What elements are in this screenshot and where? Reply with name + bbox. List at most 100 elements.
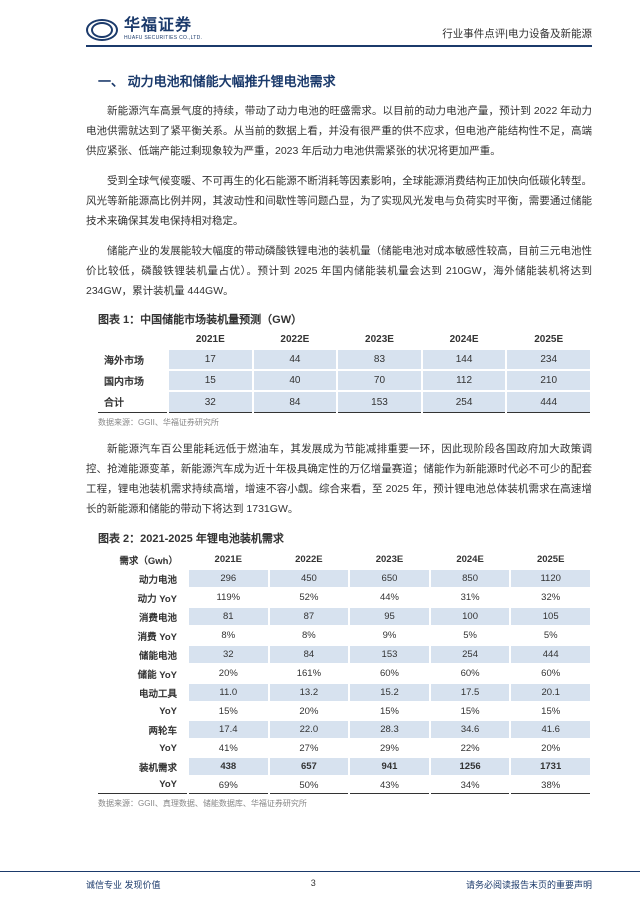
table1-cell: 17 bbox=[168, 349, 253, 370]
table2-col-header: 2025E bbox=[510, 550, 591, 569]
table2-col-header: 2021E bbox=[188, 550, 269, 569]
table2-row-label: 电动工具 bbox=[98, 683, 188, 702]
table1-row-label: 合计 bbox=[98, 391, 168, 413]
table2-cell: 22% bbox=[430, 739, 511, 757]
table2-cell: 8% bbox=[188, 626, 269, 645]
table2-row-label: YoY bbox=[98, 776, 188, 794]
table2-row-label: 装机需求 bbox=[98, 757, 188, 776]
table2-cell: 161% bbox=[269, 664, 350, 683]
table2-col-header: 2024E bbox=[430, 550, 511, 569]
table2-cell: 15% bbox=[188, 702, 269, 720]
table2-row-label: 消费 YoY bbox=[98, 626, 188, 645]
table1-cell: 254 bbox=[422, 391, 507, 413]
table2-cell: 657 bbox=[269, 757, 350, 776]
header-category: 行业事件点评|电力设备及新能源 bbox=[442, 26, 592, 41]
table2-row-label: 消费电池 bbox=[98, 607, 188, 626]
figure2-source: 数据来源：GGII、真理数据、储能数据库、华福证券研究所 bbox=[98, 798, 592, 809]
table2-cell: 81 bbox=[188, 607, 269, 626]
table2-cell: 850 bbox=[430, 569, 511, 588]
table1-col-header: 2024E bbox=[422, 331, 507, 349]
table2-cell: 50% bbox=[269, 776, 350, 794]
table2-cell: 650 bbox=[349, 569, 430, 588]
table1-col-header: 2021E bbox=[168, 331, 253, 349]
table2-cell: 450 bbox=[269, 569, 350, 588]
table2-cell: 32% bbox=[510, 588, 591, 607]
footer-left: 诚信专业 发现价值 bbox=[86, 878, 161, 891]
logo-en: HUAFU SECURITIES CO.,LTD. bbox=[124, 36, 202, 41]
table2-cell: 8% bbox=[269, 626, 350, 645]
logo-block: 华福证券 HUAFU SECURITIES CO.,LTD. bbox=[86, 18, 202, 41]
page-footer: 诚信专业 发现价值 3 请务必阅读报告末页的重要声明 bbox=[0, 871, 640, 891]
table1-row-label: 海外市场 bbox=[98, 349, 168, 370]
table2-cell: 20% bbox=[269, 702, 350, 720]
table2-cell: 941 bbox=[349, 757, 430, 776]
table1-cell: 144 bbox=[422, 349, 507, 370]
table2-cell: 31% bbox=[430, 588, 511, 607]
table2-cell: 20.1 bbox=[510, 683, 591, 702]
table2-cell: 43% bbox=[349, 776, 430, 794]
table2-cell: 15% bbox=[510, 702, 591, 720]
table1-cell: 234 bbox=[506, 349, 591, 370]
table2-cell: 41.6 bbox=[510, 720, 591, 739]
table-1: 2021E2022E2023E2024E2025E 海外市场1744831442… bbox=[98, 331, 592, 413]
table2-cell: 29% bbox=[349, 739, 430, 757]
table2-cell: 28.3 bbox=[349, 720, 430, 739]
table2-cell: 17.4 bbox=[188, 720, 269, 739]
table2-cell: 296 bbox=[188, 569, 269, 588]
table1-cell: 84 bbox=[253, 391, 338, 413]
table2-cell: 5% bbox=[510, 626, 591, 645]
table1-cell: 153 bbox=[337, 391, 422, 413]
table1-cell: 44 bbox=[253, 349, 338, 370]
table-2: 需求（Gwh）2021E2022E2023E2024E2025E 动力电池296… bbox=[98, 550, 592, 794]
section-title: 一、 动力电池和储能大幅推升锂电池需求 bbox=[98, 71, 592, 90]
table1-cell: 32 bbox=[168, 391, 253, 413]
table2-cell: 60% bbox=[349, 664, 430, 683]
figure1-title: 图表 1：中国储能市场装机量预测（GW） bbox=[98, 311, 592, 327]
page-header: 华福证券 HUAFU SECURITIES CO.,LTD. 行业事件点评|电力… bbox=[86, 18, 592, 47]
table2-cell: 52% bbox=[269, 588, 350, 607]
table2-row-label: YoY bbox=[98, 702, 188, 720]
table1-cell: 15 bbox=[168, 370, 253, 391]
table2-col-header: 2023E bbox=[349, 550, 430, 569]
table2-cell: 60% bbox=[430, 664, 511, 683]
table2-cell: 444 bbox=[510, 645, 591, 664]
table2-cell: 22.0 bbox=[269, 720, 350, 739]
table1-row-label: 国内市场 bbox=[98, 370, 168, 391]
table2-cell: 1731 bbox=[510, 757, 591, 776]
table2-cell: 41% bbox=[188, 739, 269, 757]
table2-cell: 438 bbox=[188, 757, 269, 776]
table2-cell: 15.2 bbox=[349, 683, 430, 702]
table2-cell: 254 bbox=[430, 645, 511, 664]
table2-cell: 84 bbox=[269, 645, 350, 664]
table1-cell: 210 bbox=[506, 370, 591, 391]
table1-cell: 83 bbox=[337, 349, 422, 370]
table2-cell: 119% bbox=[188, 588, 269, 607]
table2-cell: 1120 bbox=[510, 569, 591, 588]
table1-col-header: 2022E bbox=[253, 331, 338, 349]
table2-cell: 105 bbox=[510, 607, 591, 626]
table2-row-label: YoY bbox=[98, 739, 188, 757]
footer-right: 请务必阅读报告末页的重要声明 bbox=[466, 878, 592, 891]
paragraph-1: 新能源汽车高景气度的持续，带动了动力电池的旺盛需求。以目前的动力电池产量，预计到… bbox=[86, 102, 592, 162]
table1-cell: 70 bbox=[337, 370, 422, 391]
table2-cell: 20% bbox=[510, 739, 591, 757]
table1-col-header: 2023E bbox=[337, 331, 422, 349]
logo-cn: 华福证券 bbox=[124, 18, 202, 34]
table2-row-label: 动力电池 bbox=[98, 569, 188, 588]
table2-cell: 60% bbox=[510, 664, 591, 683]
table2-cell: 153 bbox=[349, 645, 430, 664]
table2-cell: 38% bbox=[510, 776, 591, 794]
table2-row-label: 动力 YoY bbox=[98, 588, 188, 607]
table2-cell: 5% bbox=[430, 626, 511, 645]
paragraph-4: 新能源汽车百公里能耗远低于燃油车，其发展成为节能减排重要一环，因此现阶段各国政府… bbox=[86, 440, 592, 520]
table2-cell: 44% bbox=[349, 588, 430, 607]
table1-cell: 112 bbox=[422, 370, 507, 391]
table2-cell: 34.6 bbox=[430, 720, 511, 739]
table2-cell: 9% bbox=[349, 626, 430, 645]
table2-cell: 11.0 bbox=[188, 683, 269, 702]
table2-cell: 87 bbox=[269, 607, 350, 626]
table2-row-label: 储能电池 bbox=[98, 645, 188, 664]
table2-cell: 69% bbox=[188, 776, 269, 794]
table2-corner: 需求（Gwh） bbox=[98, 550, 188, 569]
table2-cell: 20% bbox=[188, 664, 269, 683]
